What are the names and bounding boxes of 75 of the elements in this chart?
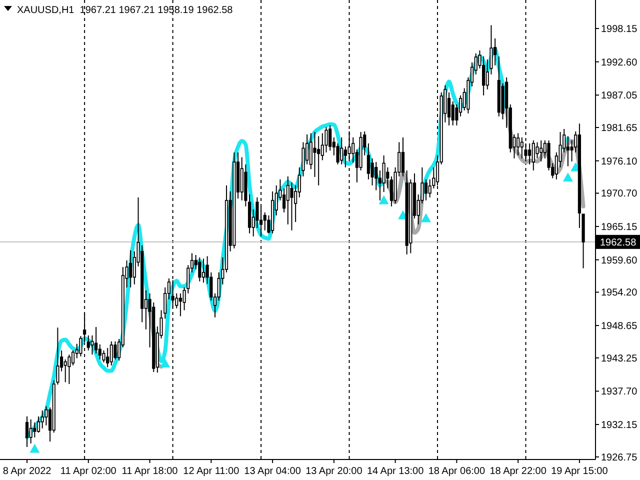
candlestick xyxy=(520,136,524,159)
candlestick xyxy=(40,410,44,429)
candlestick xyxy=(540,140,543,162)
candlestick xyxy=(263,212,266,231)
x-tick-label: 11 Apr 02:00 xyxy=(60,466,117,477)
candlestick xyxy=(536,142,539,159)
y-tick-label: 1937.70 xyxy=(601,386,638,398)
ref-line-label: 1962.58 xyxy=(600,237,637,248)
x-tick-label: 18 Apr 22:00 xyxy=(490,466,547,477)
text: XAUUSD,H1 1967.21 1967.21 1958.19 1962.58 xyxy=(17,5,234,16)
candlestick xyxy=(290,182,294,231)
y-tick-label: 1926.75 xyxy=(601,452,638,464)
x-tick-label: 13 Apr 04:00 xyxy=(244,466,302,477)
y-tick-label: 1987.05 xyxy=(601,90,638,102)
candlestick xyxy=(340,136,344,165)
candlestick xyxy=(528,142,532,165)
y-tick-label: 1992.60 xyxy=(601,57,638,68)
y-tick-label: 1981.65 xyxy=(601,123,638,134)
x-tick-label: 13 Apr 20:00 xyxy=(306,466,363,477)
candlestick xyxy=(25,416,29,448)
point xyxy=(562,172,573,182)
candlestick xyxy=(29,418,32,444)
y-tick-label: 1948.65 xyxy=(601,321,638,332)
candlestick xyxy=(532,140,535,171)
x-tick-label: 11 Apr 18:00 xyxy=(122,466,178,477)
x-tick-label: 8 Apr 2022 xyxy=(2,466,52,477)
candlestick xyxy=(64,358,67,383)
candlestick xyxy=(458,94,462,117)
y-tick-label: 1998.15 xyxy=(601,24,638,35)
point xyxy=(378,195,389,204)
point xyxy=(421,213,431,222)
y-tick-label: 1932.15 xyxy=(601,420,638,431)
candlestick xyxy=(344,146,347,168)
candlestick xyxy=(516,132,520,156)
candlestick xyxy=(129,250,132,288)
y-tick-label: 1954.20 xyxy=(601,288,638,299)
x-tick-label: 12 Apr 11:00 xyxy=(183,466,240,477)
candlestick xyxy=(386,166,390,189)
candlestick xyxy=(98,344,102,360)
candlestick xyxy=(86,334,90,351)
candlestick xyxy=(36,416,40,434)
candlestick xyxy=(71,350,75,366)
candlestick xyxy=(320,132,324,161)
candlestick xyxy=(33,422,36,438)
candlestick xyxy=(106,348,110,368)
candlestick xyxy=(374,162,378,191)
x-tick-label: 19 Apr 15:00 xyxy=(551,466,608,477)
point xyxy=(30,444,40,453)
y-tick-label: 1976.10 xyxy=(601,156,638,168)
candlestick xyxy=(566,136,570,167)
candlestick xyxy=(202,258,206,284)
candlestick xyxy=(178,292,182,317)
candlestick xyxy=(317,136,320,186)
candlestick xyxy=(198,256,202,282)
candlestick xyxy=(114,340,117,360)
candlestick xyxy=(401,136,405,177)
candlestick xyxy=(110,340,113,366)
y-tick-label: 1965.15 xyxy=(601,222,638,233)
candlestick xyxy=(424,178,428,201)
x-tick-label: 18 Apr 06:00 xyxy=(428,466,486,477)
candlestick xyxy=(390,176,394,207)
candlestick xyxy=(447,92,451,126)
candlestick xyxy=(282,188,286,213)
candlestick xyxy=(366,142,370,180)
y-tick-label: 1959.60 xyxy=(601,255,638,266)
x-tick-label: 14 Apr 13:00 xyxy=(366,466,424,477)
candlestick xyxy=(451,100,454,126)
candlestick xyxy=(68,354,71,384)
y-tick-label: 1970.70 xyxy=(601,188,638,200)
candlestick xyxy=(328,124,332,152)
candlestick xyxy=(94,326,98,354)
candlestick xyxy=(482,56,486,96)
y-tick-label: 1943.25 xyxy=(601,353,638,364)
candlestick xyxy=(494,38,497,66)
point xyxy=(160,358,170,368)
